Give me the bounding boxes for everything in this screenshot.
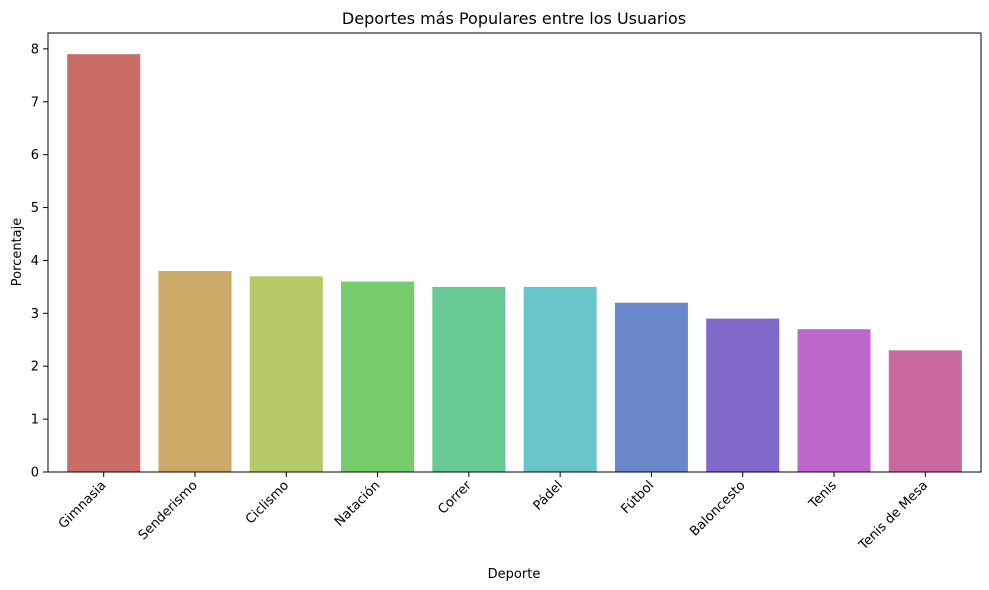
bar-pádel <box>523 286 597 472</box>
bar-gimnasia <box>67 54 141 473</box>
x-tick-label: Tenis <box>806 478 840 512</box>
y-tick-label: 6 <box>31 148 39 163</box>
x-tick-label: Fútbol <box>618 478 657 517</box>
x-tick-label: Correr <box>435 478 475 518</box>
x-tick-label: Senderismo <box>136 478 201 543</box>
x-tick-label: Natación <box>332 478 383 529</box>
x-tick-label: Baloncesto <box>687 478 748 539</box>
x-tick-label: Pádel <box>531 478 566 513</box>
y-tick-label: 8 <box>31 42 39 57</box>
bar-senderismo <box>158 271 232 472</box>
bar-ciclismo <box>249 276 323 472</box>
y-axis-label: Porcentaje <box>10 218 25 286</box>
x-tick-label: Tenis de Mesa <box>856 478 932 554</box>
bar-natación <box>341 281 415 472</box>
plot-area-frame <box>47 32 982 473</box>
y-tick-label: 3 <box>31 307 39 322</box>
bar-fútbol <box>614 302 688 472</box>
y-tick-label: 1 <box>31 413 39 428</box>
y-tick-label: 0 <box>31 466 39 481</box>
y-tick-label: 5 <box>31 201 39 216</box>
bar-correr <box>432 286 506 472</box>
bar-tenis <box>797 329 871 472</box>
y-tick-label: 2 <box>31 360 39 375</box>
y-tick-label: 7 <box>31 95 39 110</box>
x-axis-label: Deporte <box>488 567 541 582</box>
x-tick-label: Gimnasia <box>56 478 110 532</box>
bar-baloncesto <box>706 318 780 472</box>
y-tick-label: 4 <box>31 254 39 269</box>
bar-tenis-de-mesa <box>888 350 962 472</box>
x-tick-label: Ciclismo <box>243 478 292 527</box>
chart-title: Deportes más Populares entre los Usuario… <box>342 9 686 28</box>
